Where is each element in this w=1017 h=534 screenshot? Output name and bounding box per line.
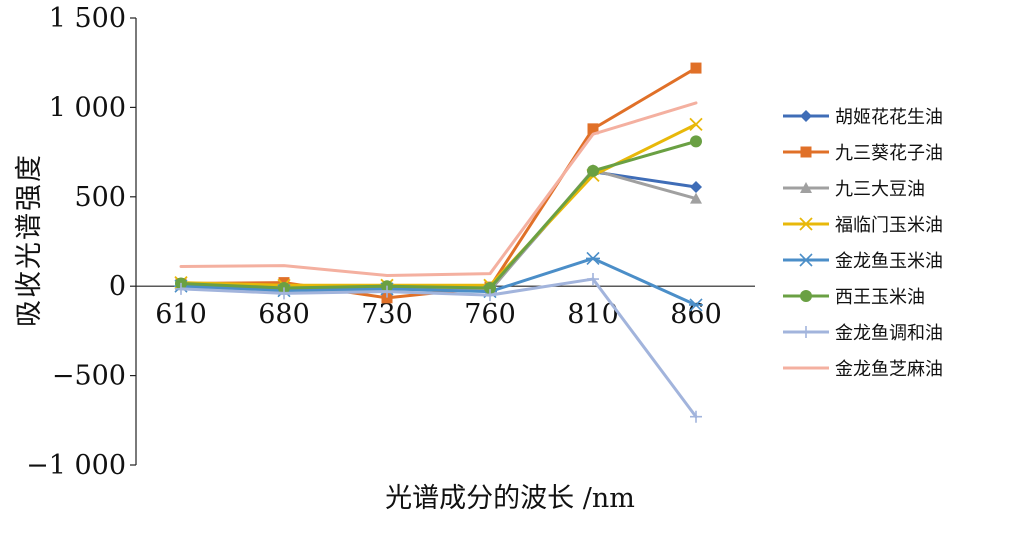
legend-label-4: 金龙鱼玉米油 bbox=[835, 251, 943, 272]
data-point-1-2 bbox=[381, 292, 393, 304]
legend-swatch-marker-3 bbox=[799, 217, 813, 231]
data-point-4-4 bbox=[586, 251, 600, 266]
data-point-5-5 bbox=[690, 135, 702, 148]
y-tick-labels: −1 000 −500 0 500 1 000 1 500 bbox=[26, 3, 126, 481]
legend-label-2: 九三大豆油 bbox=[835, 179, 925, 200]
legend-swatch-marker-0 bbox=[800, 110, 812, 122]
data-point-1-5 bbox=[690, 62, 702, 74]
legend-item-5: 西王玉米油 bbox=[783, 287, 925, 308]
x-tick-label-730: 730 bbox=[361, 299, 413, 330]
series-line-5 bbox=[179, 139, 698, 290]
legend-item-3: 福临门玉米油 bbox=[783, 215, 943, 236]
y-tick-label-4: 1 000 bbox=[49, 92, 126, 123]
series-lines bbox=[174, 62, 703, 423]
legend-label-5: 西王玉米油 bbox=[835, 287, 925, 308]
series-line-6 bbox=[179, 277, 698, 419]
data-point-6-1 bbox=[278, 287, 290, 300]
legend-label-0: 胡姬花花生油 bbox=[835, 107, 943, 128]
data-point-6-5 bbox=[690, 410, 702, 423]
y-tick-label-3: 500 bbox=[74, 182, 126, 213]
y-tick-label-1: −500 bbox=[52, 361, 126, 392]
series-6 bbox=[175, 273, 702, 423]
legend-swatch-marker-6 bbox=[800, 326, 812, 338]
legend-item-4: 金龙鱼玉米油 bbox=[783, 251, 943, 272]
legend-swatch-marker-4 bbox=[799, 253, 813, 267]
x-tick-label-680: 680 bbox=[258, 299, 310, 330]
series-0 bbox=[175, 165, 702, 296]
data-point-3-5 bbox=[689, 117, 703, 132]
data-point-4-5 bbox=[689, 298, 703, 312]
data-point-5-3 bbox=[484, 281, 496, 294]
series-line-1 bbox=[179, 66, 698, 300]
data-point-6-2 bbox=[381, 285, 393, 298]
data-point-6-0 bbox=[175, 282, 187, 295]
legend-swatch-marker-5 bbox=[800, 290, 812, 302]
x-tick-label-610: 610 bbox=[155, 299, 207, 330]
data-point-0-5 bbox=[690, 180, 702, 193]
legend-item-1: 九三葵花子油 bbox=[783, 143, 943, 164]
legend-label-1: 九三葵花子油 bbox=[835, 143, 943, 164]
y-tick-label-0: −1 000 bbox=[26, 450, 126, 481]
x-tick-labels: 610 680 730 760 810 860 bbox=[155, 299, 722, 330]
y-tick-label-2: 0 bbox=[109, 271, 126, 302]
y-axis-title: 吸收光谱强度 bbox=[14, 153, 45, 327]
legend-item-7: 金龙鱼芝麻油 bbox=[783, 359, 943, 380]
y-tick-label-5: 1 500 bbox=[49, 3, 126, 34]
data-point-6-4 bbox=[587, 273, 599, 286]
series-line-2 bbox=[179, 168, 698, 293]
series-line-0 bbox=[179, 170, 698, 292]
legend-label-6: 金龙鱼调和油 bbox=[835, 323, 943, 344]
data-point-6-3 bbox=[484, 289, 496, 302]
series-7 bbox=[179, 101, 698, 277]
legend-item-6: 金龙鱼调和油 bbox=[783, 323, 943, 344]
data-point-5-4 bbox=[587, 164, 599, 177]
data-point-2-5 bbox=[690, 192, 702, 204]
x-tick-label-760: 760 bbox=[464, 299, 516, 330]
legend-item-0: 胡姬花花生油 bbox=[783, 107, 943, 128]
axes bbox=[130, 17, 755, 466]
series-line-4 bbox=[179, 256, 698, 307]
legend-swatch-marker-1 bbox=[800, 146, 812, 158]
legend-item-2: 九三大豆油 bbox=[783, 179, 925, 200]
series-line-3 bbox=[179, 122, 698, 287]
legend-swatch-marker-2 bbox=[800, 182, 812, 193]
x-axis-title: 光谱成分的波长 /nm bbox=[385, 483, 635, 514]
series-line-7 bbox=[179, 101, 698, 277]
data-point-1-4 bbox=[587, 123, 599, 135]
legend: 胡姬花花生油九三葵花子油九三大豆油福临门玉米油金龙鱼玉米油西王玉米油金龙鱼调和油… bbox=[783, 107, 943, 380]
legend-label-7: 金龙鱼芝麻油 bbox=[835, 359, 943, 380]
legend-label-3: 福临门玉米油 bbox=[835, 215, 943, 236]
